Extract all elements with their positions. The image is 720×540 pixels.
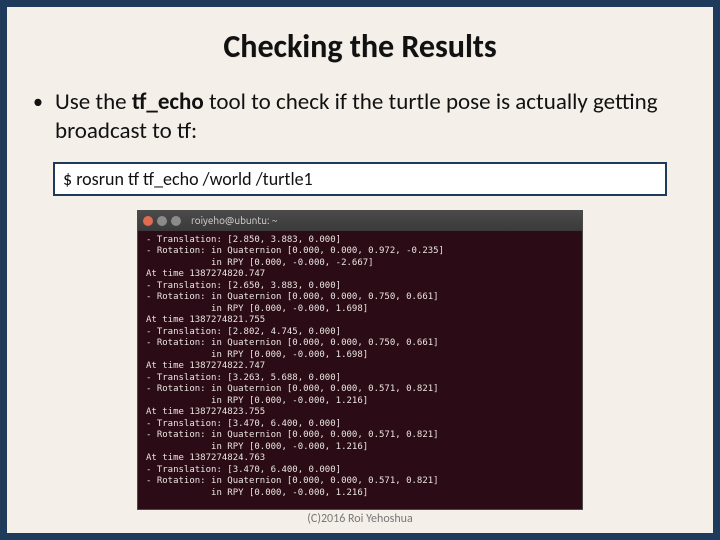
- bullet-text-bold: tf_echo: [132, 88, 204, 116]
- bullet-item: • Use the tf_echo tool to check if the t…: [33, 88, 687, 146]
- bullet-dot: •: [33, 88, 55, 116]
- terminal-output: - Translation: [2.850, 3.883, 0.000] - R…: [138, 231, 582, 510]
- bullet-text-pre: Use the: [55, 88, 132, 116]
- slide: Checking the Results • Use the tf_echo t…: [0, 0, 720, 540]
- bullet-text: Use the tf_echo tool to check if the tur…: [55, 88, 687, 146]
- maximize-icon[interactable]: [171, 216, 181, 226]
- terminal-title: roiyeho@ubuntu: ~: [191, 215, 277, 226]
- close-icon[interactable]: [143, 216, 153, 226]
- terminal-window: roiyeho@ubuntu: ~ - Translation: [2.850,…: [137, 210, 583, 511]
- terminal-titlebar: roiyeho@ubuntu: ~: [138, 211, 582, 231]
- minimize-icon[interactable]: [157, 216, 167, 226]
- footer-copyright: (C)2016 Roi Yehoshua: [7, 512, 713, 526]
- command-box: $ rosrun tf tf_echo /world /turtle1: [53, 162, 667, 196]
- command-text: $ rosrun tf tf_echo /world /turtle1: [63, 168, 313, 190]
- slide-title: Checking the Results: [33, 27, 687, 66]
